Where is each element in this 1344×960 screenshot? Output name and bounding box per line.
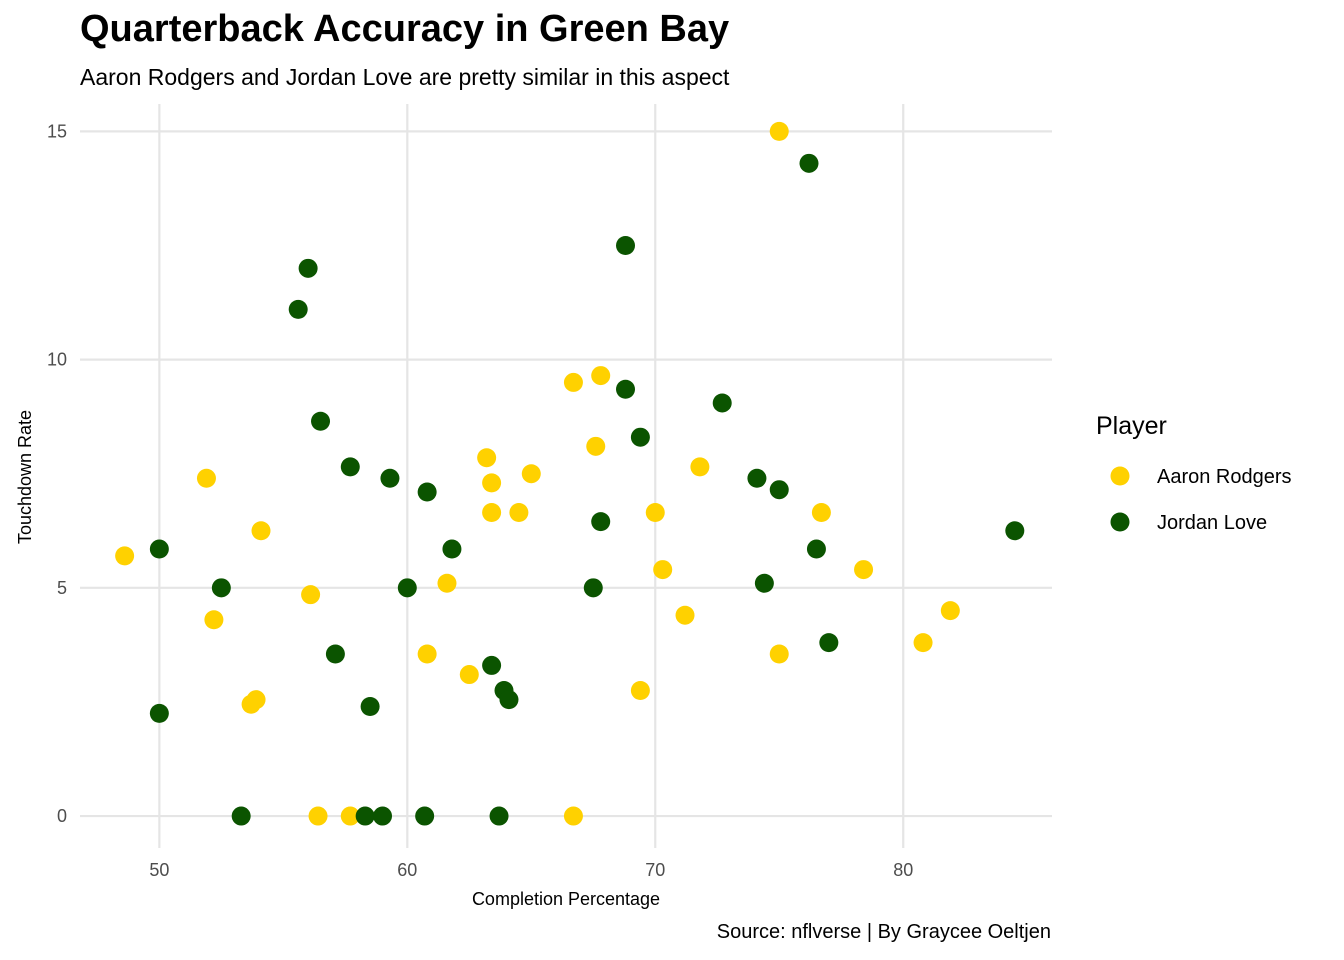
point-jordan-love xyxy=(380,468,400,488)
legend-title: Player xyxy=(1096,412,1167,440)
point-aaron-rodgers xyxy=(308,806,328,826)
point-jordan-love xyxy=(806,539,826,559)
point-aaron-rodgers xyxy=(340,806,360,826)
point-jordan-love xyxy=(325,644,345,664)
point-jordan-love xyxy=(360,697,380,717)
point-jordan-love xyxy=(355,806,375,826)
point-aaron-rodgers xyxy=(586,436,606,456)
point-jordan-love xyxy=(149,703,169,723)
point-jordan-love xyxy=(417,482,437,502)
point-jordan-love xyxy=(149,539,169,559)
point-aaron-rodgers xyxy=(811,503,831,523)
point-aaron-rodgers xyxy=(769,644,789,664)
y-tick-label: 0 xyxy=(57,806,67,826)
point-jordan-love xyxy=(499,690,519,710)
legend-key-aaron-rodgers xyxy=(1110,466,1130,486)
point-aaron-rodgers xyxy=(204,610,224,630)
y-axis-ticks: 0 5 10 15 xyxy=(47,121,67,826)
point-aaron-rodgers xyxy=(251,521,271,541)
point-aaron-rodgers xyxy=(196,468,216,488)
x-axis-title: Completion Percentage xyxy=(472,889,660,909)
point-jordan-love xyxy=(442,539,462,559)
legend-label-jordan-love: Jordan Love xyxy=(1157,512,1267,534)
y-tick-label: 5 xyxy=(57,578,67,598)
point-aaron-rodgers xyxy=(653,560,673,580)
point-jordan-love xyxy=(397,578,417,598)
point-aaron-rodgers xyxy=(563,372,583,392)
point-jordan-love xyxy=(311,411,331,431)
point-aaron-rodgers xyxy=(246,690,266,710)
x-tick-label: 80 xyxy=(893,860,913,880)
legend: Player Aaron Rodgers Jordan Love xyxy=(1096,412,1292,534)
point-jordan-love xyxy=(373,806,393,826)
point-jordan-love xyxy=(769,480,789,500)
point-jordan-love xyxy=(1005,521,1025,541)
point-aaron-rodgers xyxy=(913,633,933,653)
point-jordan-love xyxy=(630,427,650,447)
point-aaron-rodgers xyxy=(509,503,529,523)
point-aaron-rodgers xyxy=(769,121,789,141)
x-tick-label: 60 xyxy=(397,860,417,880)
point-aaron-rodgers xyxy=(482,473,502,493)
point-jordan-love xyxy=(288,299,308,319)
point-jordan-love xyxy=(754,573,774,593)
point-jordan-love xyxy=(489,806,509,826)
point-aaron-rodgers xyxy=(437,573,457,593)
point-jordan-love xyxy=(819,633,839,653)
point-aaron-rodgers xyxy=(940,601,960,621)
point-aaron-rodgers xyxy=(115,546,135,566)
point-aaron-rodgers xyxy=(690,457,710,477)
point-jordan-love xyxy=(591,512,611,532)
point-aaron-rodgers xyxy=(645,503,665,523)
point-jordan-love xyxy=(616,235,636,255)
point-jordan-love xyxy=(712,393,732,413)
x-tick-label: 70 xyxy=(645,860,665,880)
source-caption: Source: nflverse | By Graycee Oeltjen xyxy=(716,921,1051,943)
point-jordan-love xyxy=(747,468,767,488)
y-tick-label: 10 xyxy=(47,350,67,370)
point-jordan-love xyxy=(211,578,231,598)
point-aaron-rodgers xyxy=(459,665,479,685)
point-aaron-rodgers xyxy=(417,644,437,664)
point-aaron-rodgers xyxy=(675,605,695,625)
point-aaron-rodgers xyxy=(521,464,541,484)
x-axis-ticks: 50 60 70 80 xyxy=(149,860,913,880)
point-jordan-love xyxy=(799,153,819,173)
point-jordan-love xyxy=(231,806,251,826)
data-points xyxy=(115,121,1025,826)
legend-key-jordan-love xyxy=(1110,512,1130,532)
point-aaron-rodgers xyxy=(563,806,583,826)
chart-title: Quarterback Accuracy in Green Bay xyxy=(80,8,730,50)
point-jordan-love xyxy=(340,457,360,477)
point-jordan-love xyxy=(616,379,636,399)
point-jordan-love xyxy=(415,806,435,826)
point-jordan-love xyxy=(583,578,603,598)
chart-subtitle: Aaron Rodgers and Jordan Love are pretty… xyxy=(80,64,730,90)
point-aaron-rodgers xyxy=(482,503,502,523)
grid-lines xyxy=(80,104,1052,848)
point-jordan-love xyxy=(482,655,502,675)
point-aaron-rodgers xyxy=(477,448,497,468)
legend-label-aaron-rodgers: Aaron Rodgers xyxy=(1157,466,1292,488)
point-aaron-rodgers xyxy=(630,681,650,701)
x-tick-label: 50 xyxy=(149,860,169,880)
y-axis-title: Touchdown Rate xyxy=(15,410,35,544)
point-aaron-rodgers xyxy=(301,585,321,605)
point-jordan-love xyxy=(298,258,318,278)
y-tick-label: 15 xyxy=(47,121,67,141)
point-aaron-rodgers xyxy=(854,560,874,580)
point-aaron-rodgers xyxy=(591,366,611,386)
